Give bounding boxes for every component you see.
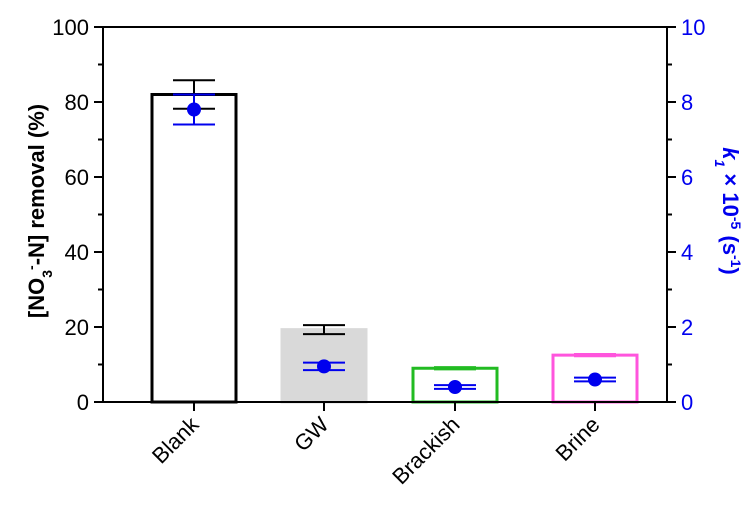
y-tick-label-80: 80 (65, 90, 89, 115)
x-tick-label-brackish: Brackish (387, 412, 464, 489)
y-tick-label-40: 40 (65, 240, 89, 265)
y-axis-title-part2: -N] removal (%) (24, 104, 49, 265)
y-tick-label-0: 0 (77, 390, 89, 415)
point-blank (187, 102, 201, 117)
y2-axis-title-close: ) (718, 267, 743, 274)
y-axis-title: [NO3--N] removal (%) (23, 104, 55, 318)
x-tick-label-brine: Brine (551, 412, 605, 466)
y-axis-title-sub: 3 (39, 270, 55, 278)
point-gw (317, 359, 331, 374)
y-axis-title-part1: [NO (24, 278, 49, 318)
y2-axis-title-unit-sup: -1 (728, 255, 744, 268)
y2-axis-title-k: k (718, 147, 743, 161)
y2-tick-label-4: 4 (681, 240, 693, 265)
points-layer (173, 93, 616, 394)
bars-layer (150, 79, 639, 404)
point-brackish (448, 380, 462, 394)
bar-blank (150, 93, 238, 404)
y2-axis-title: k1 × 10-5 (s-1) (712, 147, 744, 275)
y2-tick-label-6: 6 (681, 165, 693, 190)
y2-tick-label-0: 0 (681, 390, 693, 415)
y2-axis-title-mid: × 10 (718, 167, 743, 217)
y2-tick-label-10: 10 (681, 15, 705, 40)
y-axis-title-sup: - (23, 265, 39, 270)
axes-layer: 0 20 40 60 80 100 0 2 4 6 8 10 Blank GW Brackish Brine (52, 15, 705, 489)
y-tick-label-100: 100 (52, 15, 89, 40)
x-tick-label-blank: Blank (147, 411, 204, 468)
x-tick-label-gw: GW (289, 412, 334, 457)
point-brine (588, 372, 602, 387)
y2-axis-title-unit: (s (718, 229, 743, 255)
y2-tick-label-8: 8 (681, 90, 693, 115)
y-tick-label-20: 20 (65, 315, 89, 340)
y2-tick-label-2: 2 (681, 315, 693, 340)
y-tick-label-60: 60 (65, 165, 89, 190)
y2-axis-title-sub: 1 (712, 159, 728, 167)
y2-axis-title-sup: -5 (728, 217, 744, 230)
